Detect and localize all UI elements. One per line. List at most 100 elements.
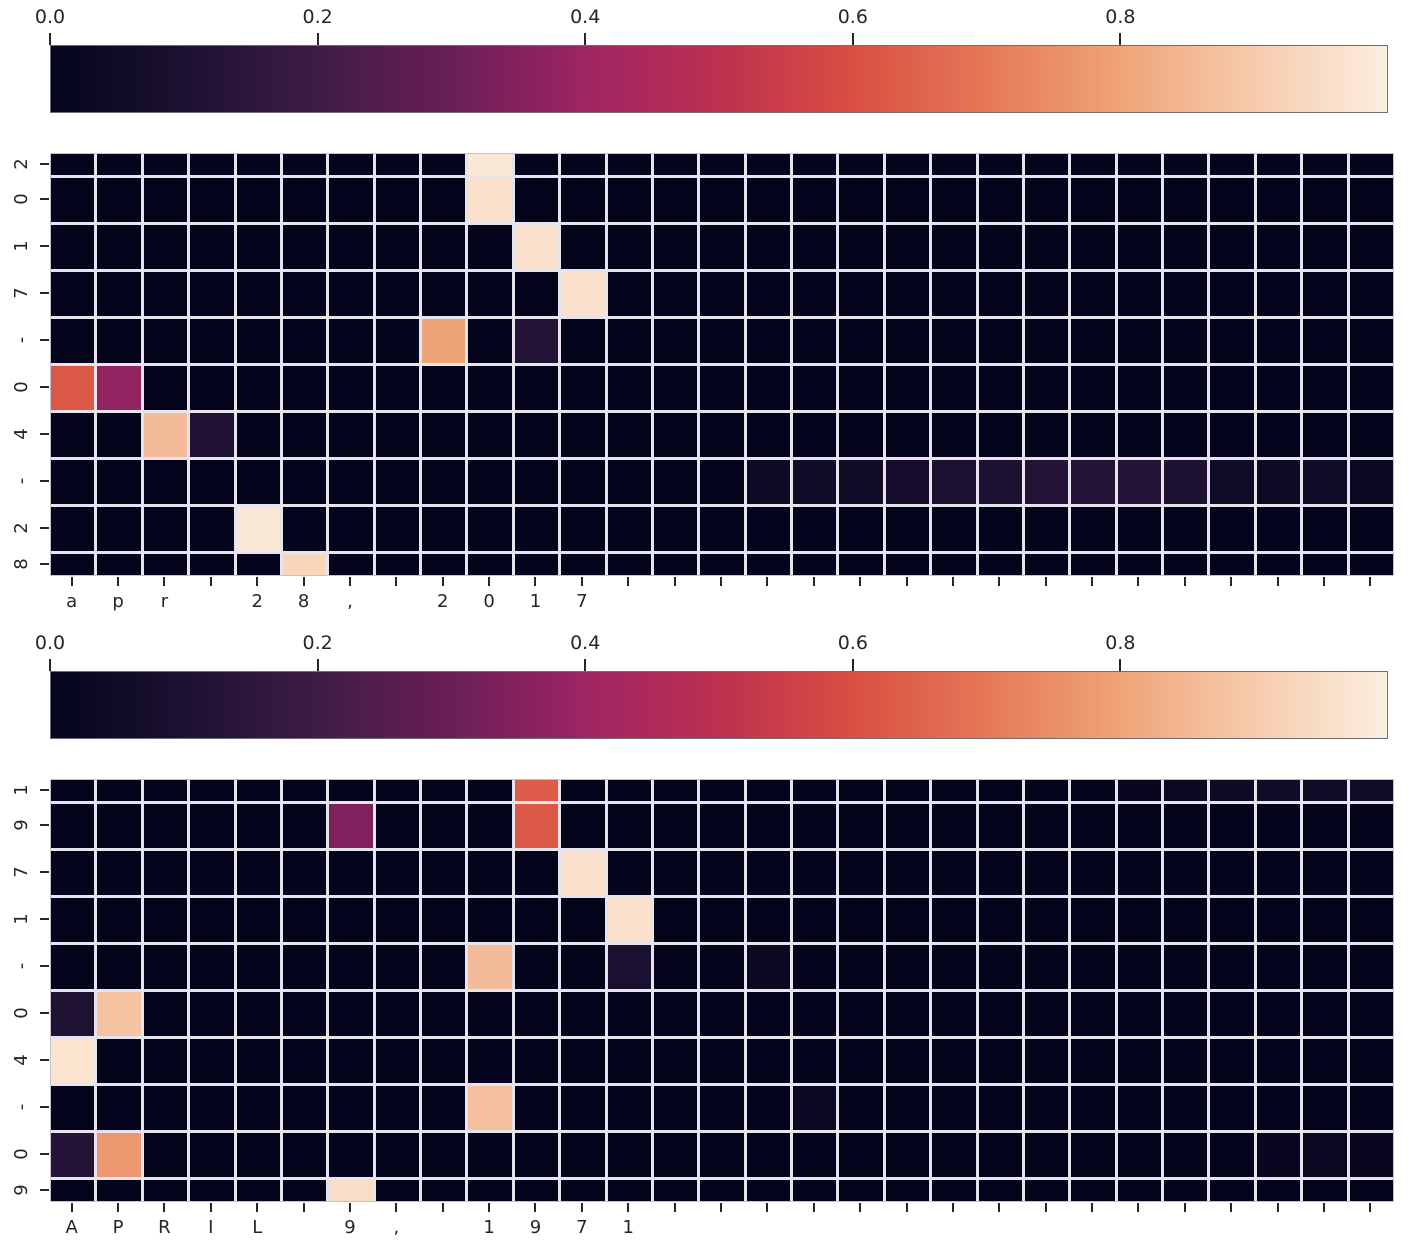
heatmap-cell [1117,992,1162,1036]
x-tick-label [885,1216,928,1240]
heatmap-cell [190,992,234,1036]
heatmap-cell [97,1180,141,1201]
y-tick-label: 0 [10,381,32,393]
heatmap-cell [607,1133,651,1177]
y-axis-tick-marks [40,779,50,1200]
heatmap-cell [51,460,95,504]
heatmap-cell [190,460,234,504]
colorbar-tick-label: 0.4 [570,632,601,654]
heatmap-cell [468,992,512,1036]
heatmap-cell [978,1086,1022,1130]
heatmap-cell [329,1039,373,1083]
heatmap-cell [932,366,976,410]
heatmap-cell [514,319,559,363]
heatmap-cell [839,413,883,457]
heatmap-cell [97,154,141,175]
heatmap-cell [932,1180,976,1201]
heatmap-cell [700,1133,744,1177]
heatmap-cell [1349,225,1393,269]
heatmap-cell [653,898,698,942]
x-tick-label [699,1216,742,1240]
heatmap-cell [607,992,651,1036]
heatmap-cell [1117,366,1162,410]
heatmap-cell [561,319,605,363]
heatmap-cell [932,225,976,269]
colorbar-tick-mark [1119,659,1122,671]
heatmap-cell [329,1086,373,1130]
heatmap-cell [978,851,1022,895]
heatmap-cell [236,507,280,551]
heatmap-cell [97,1039,141,1083]
colorbar-tick-label: 0.0 [34,6,66,28]
heatmap-cell [839,225,883,269]
heatmap-cell [1303,992,1347,1036]
heatmap-cell [143,1039,188,1083]
heatmap-cell [236,804,280,848]
heatmap-cell [514,507,559,551]
heatmap-cell [700,154,744,175]
heatmap-cell [236,225,280,269]
heatmap-cell [793,413,837,457]
heatmap-cell [143,460,188,504]
y-tick-mark [40,1059,49,1061]
y-tick-mark [40,292,49,294]
heatmap-cell [375,554,420,575]
heatmap-cell [468,507,512,551]
heatmap-cell [653,154,698,175]
y-tick-mark [40,562,49,565]
heatmap-cell [1117,225,1162,269]
heatmap-cell [1349,1180,1393,1201]
heatmap-cell [978,1133,1022,1177]
heatmap-cell [1349,1133,1393,1177]
heatmap-cell [607,1086,651,1130]
x-tick-label: 1 [529,591,542,612]
heatmap-cell [329,154,373,175]
heatmap-cell [1210,851,1254,895]
heatmap-cell [143,1086,188,1130]
heatmap-cell [51,945,95,989]
heatmap-cell [375,460,420,504]
colorbar-tick-label: 0.4 [570,6,601,28]
x-tick-label: P [112,1217,124,1238]
heatmap-cell [746,992,791,1036]
x-tick-label: 2 [251,591,263,612]
y-tick-mark [40,433,49,435]
x-tick-mark [1322,1203,1325,1212]
heatmap-cell [839,1039,883,1083]
heatmap-cell [375,319,420,363]
heatmap-cell [236,1086,280,1130]
heatmap-cell [793,178,837,222]
x-tick-mark [70,1203,73,1212]
heatmap-cell [561,780,605,801]
x-tick-label: 2 [436,591,449,612]
heatmap-cell [885,851,930,895]
heatmap-cell [1164,225,1208,269]
x-tick-label [1117,1216,1160,1240]
x-tick-label [838,590,881,614]
heatmap-cell [143,1133,188,1177]
y-tick-label: 1 [10,913,32,925]
x-tick-mark [627,1203,630,1212]
x-tick-label: , [347,591,353,612]
x-tick-mark [951,577,954,586]
x-tick-label: 9 [344,1217,356,1238]
heatmap-cell [1164,507,1208,551]
heatmap-cell [1349,366,1393,410]
heatmap-cell [468,780,512,801]
colorbar-tick-mark [316,659,319,671]
x-tick-mark [1230,1203,1233,1212]
heatmap-cell [1210,366,1254,410]
colorbar-tick-labels: 0.0 0.2 0.4 0.6 0.8 [35,4,1388,30]
heatmap-cell [885,507,930,551]
heatmap-cell [1024,319,1069,363]
heatmap-cell [653,225,698,269]
heatmap-cell [1071,851,1115,895]
heatmap-cell [978,154,1022,175]
heatmap-cell [793,780,837,801]
heatmap-cell [51,272,95,316]
heatmap-cell [1256,1039,1301,1083]
heatmap-cell [1210,178,1254,222]
heatmap-cell [236,1039,280,1083]
x-tick-mark [163,577,166,586]
heatmap-cell [190,1086,234,1130]
